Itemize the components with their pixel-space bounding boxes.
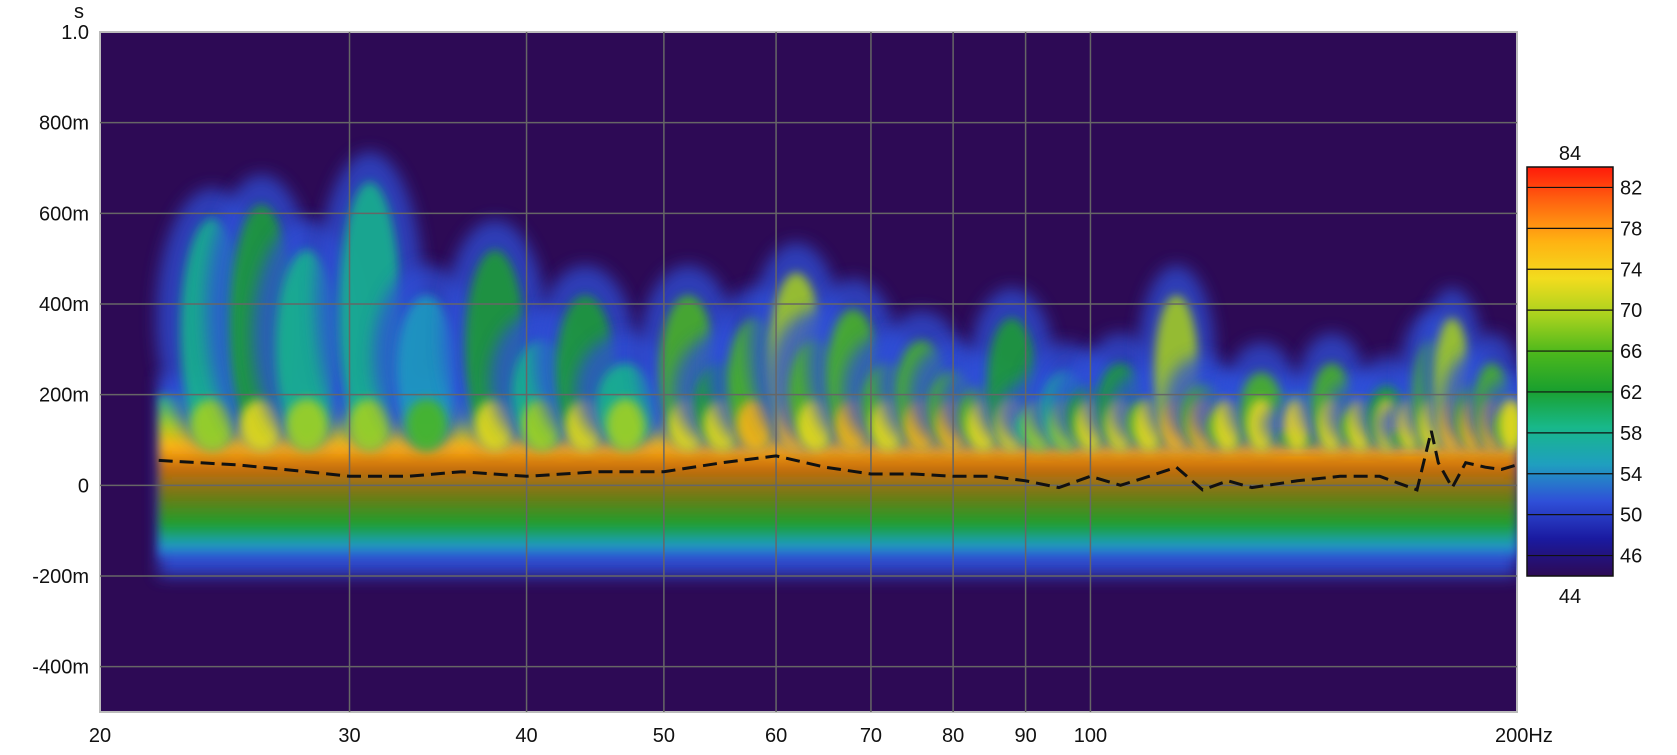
- colorbar-fill: [1526, 166, 1614, 577]
- colorbar-tick-lines: [1527, 186, 1613, 557]
- colorbar-tick-label: 62: [1620, 382, 1642, 404]
- x-tick-label: 50: [653, 725, 675, 747]
- x-tick-label: 60: [765, 725, 787, 747]
- y-axis-ticks: 1.0 800m 600m 400m 200m 0 -200m -400m: [32, 22, 89, 679]
- y-tick-label: 600m: [39, 203, 89, 225]
- y-tick-label: 400m: [39, 294, 89, 316]
- x-tick-label: 40: [515, 725, 537, 747]
- decay-ridge-core: [348, 398, 391, 451]
- plot-area: [99, 31, 1518, 713]
- colorbar-tick-label: 82: [1620, 177, 1642, 199]
- x-tick-label: 30: [338, 725, 360, 747]
- decay-ridge-core: [405, 398, 448, 451]
- colorbar-tick-label: 46: [1620, 546, 1642, 568]
- y-tick-label: -400m: [32, 657, 89, 679]
- x-tick-label: 100: [1074, 725, 1107, 747]
- decay-ridge-core: [190, 398, 235, 451]
- x-tick-label: 90: [1014, 725, 1036, 747]
- y-tick-label: 0: [78, 475, 89, 497]
- colorbar-tick-label: 54: [1620, 464, 1642, 486]
- peak-energy-dashed-curve: [158, 430, 1518, 492]
- colorbar-tick-label: 66: [1620, 341, 1642, 363]
- heatmap-layer: [156, 152, 1517, 576]
- colorbar-tick-label: 74: [1620, 259, 1642, 281]
- y-axis-unit-label: s: [74, 1, 84, 23]
- y-tick-label: -200m: [32, 566, 89, 588]
- colorbar-tick-label: 58: [1620, 423, 1642, 445]
- colorbar-tick-label: 78: [1620, 218, 1642, 240]
- x-tick-label: 70: [860, 725, 882, 747]
- grid-lines: [100, 32, 1517, 712]
- x-tick-label: 200Hz: [1495, 725, 1553, 747]
- y-tick-label: 800m: [39, 113, 89, 135]
- color-scale-legend: 82 78 74 70 66 62 58 54 50 46 84 44: [1526, 143, 1642, 608]
- colorbar-tick-label: 70: [1620, 300, 1642, 322]
- colorbar-max-label: 84: [1559, 143, 1581, 165]
- x-axis-ticks: 20 30 40 50 60 70 80 90 100 200Hz: [89, 725, 1553, 747]
- decay-ridge-core: [285, 398, 329, 451]
- x-tick-label: 80: [942, 725, 964, 747]
- x-tick-label: 20: [89, 725, 111, 747]
- decay-ridge-core: [606, 398, 646, 451]
- y-tick-label: 200m: [39, 385, 89, 407]
- y-tick-label: 1.0: [61, 22, 89, 44]
- colorbar-tick-label: 50: [1620, 505, 1642, 527]
- colorbar-tick-labels: 82 78 74 70 66 62 58 54 50 46: [1620, 177, 1642, 567]
- colorbar-min-label: 44: [1559, 586, 1581, 608]
- decay-ridge-core: [1499, 398, 1517, 451]
